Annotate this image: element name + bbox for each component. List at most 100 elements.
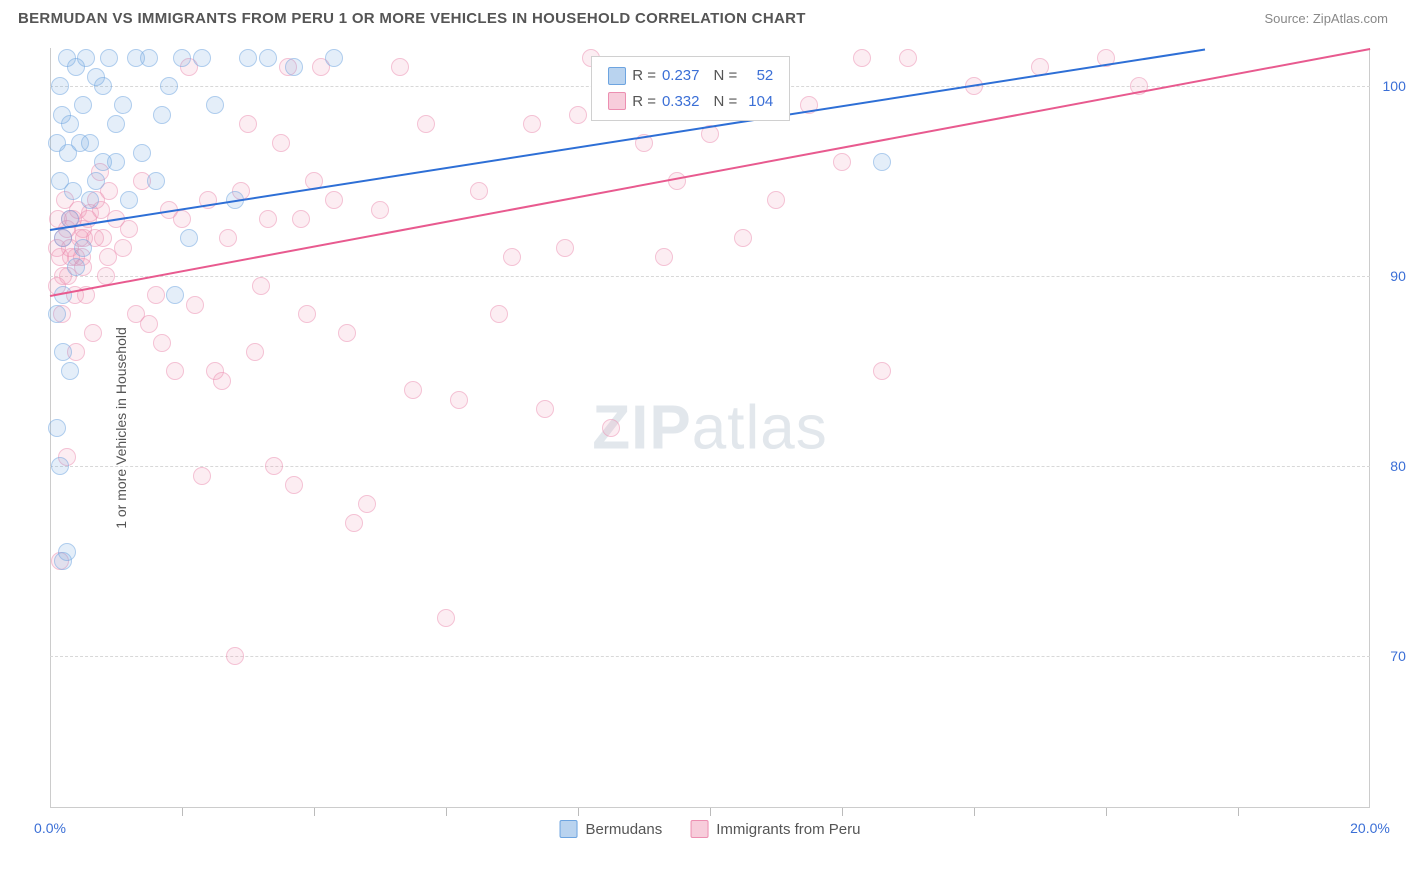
data-point-pink: [569, 106, 587, 124]
x-tick-label: 0.0%: [34, 820, 66, 836]
data-point-blue: [51, 77, 69, 95]
data-point-pink: [99, 248, 117, 266]
data-point-blue: [239, 49, 257, 67]
gridline-h: [50, 276, 1370, 277]
data-point-blue: [61, 362, 79, 380]
data-point-pink: [153, 334, 171, 352]
data-point-blue: [77, 49, 95, 67]
legend-r-label: R =: [632, 89, 656, 115]
data-point-pink: [186, 296, 204, 314]
data-point-blue: [87, 68, 105, 86]
data-point-blue: [58, 543, 76, 561]
data-point-pink: [602, 419, 620, 437]
data-point-pink: [833, 153, 851, 171]
swatch-blue-icon: [608, 67, 626, 85]
x-minor-tick: [578, 808, 579, 816]
data-point-pink: [668, 172, 686, 190]
data-point-pink: [219, 229, 237, 247]
x-minor-tick: [446, 808, 447, 816]
data-point-blue: [67, 258, 85, 276]
data-point-pink: [173, 210, 191, 228]
data-point-pink: [120, 220, 138, 238]
legend-r-pink: 0.332: [662, 89, 700, 115]
data-point-blue: [53, 106, 71, 124]
data-point-blue: [140, 49, 158, 67]
y-tick-label: 80.0%: [1390, 458, 1406, 474]
data-point-pink: [325, 191, 343, 209]
data-point-blue: [206, 96, 224, 114]
data-point-pink: [490, 305, 508, 323]
data-point-blue: [114, 96, 132, 114]
gridline-h: [50, 466, 1370, 467]
data-point-pink: [734, 229, 752, 247]
data-point-pink: [239, 115, 257, 133]
data-point-pink: [213, 372, 231, 390]
data-point-blue: [107, 115, 125, 133]
watermark-atlas: atlas: [692, 394, 828, 463]
data-point-pink: [292, 210, 310, 228]
data-point-pink: [246, 343, 264, 361]
data-point-blue: [74, 239, 92, 257]
bottom-legend-blue: Bermudans: [560, 820, 663, 838]
chart-source: Source: ZipAtlas.com: [1264, 11, 1388, 26]
data-point-blue: [64, 182, 82, 200]
data-point-blue: [873, 153, 891, 171]
data-point-blue: [87, 172, 105, 190]
swatch-pink-icon: [690, 820, 708, 838]
y-tick-label: 70.0%: [1390, 648, 1406, 664]
data-point-pink: [371, 201, 389, 219]
swatch-blue-icon: [560, 820, 578, 838]
chart-title: BERMUDAN VS IMMIGRANTS FROM PERU 1 OR MO…: [18, 10, 806, 27]
data-point-pink: [345, 514, 363, 532]
data-point-pink: [140, 315, 158, 333]
x-tick-label: 20.0%: [1350, 820, 1390, 836]
data-point-pink: [259, 210, 277, 228]
x-minor-tick: [1106, 808, 1107, 816]
data-point-pink: [298, 305, 316, 323]
bottom-legend: Bermudans Immigrants from Peru: [560, 820, 861, 838]
data-point-blue: [54, 229, 72, 247]
legend-n-label: N =: [714, 89, 738, 115]
data-point-pink: [265, 457, 283, 475]
data-point-pink: [84, 324, 102, 342]
data-point-blue: [147, 172, 165, 190]
plot-region: ZIPatlas 70.0%80.0%90.0%100.0%0.0%20.0%: [50, 48, 1370, 808]
chart-header: BERMUDAN VS IMMIGRANTS FROM PERU 1 OR MO…: [0, 0, 1406, 33]
data-point-pink: [252, 277, 270, 295]
data-point-pink: [166, 362, 184, 380]
data-point-pink: [285, 476, 303, 494]
data-point-blue: [54, 343, 72, 361]
data-point-blue: [193, 49, 211, 67]
legend-n-label: N =: [714, 63, 738, 89]
x-minor-tick: [710, 808, 711, 816]
data-point-blue: [48, 305, 66, 323]
data-point-blue: [94, 153, 112, 171]
legend-r-blue: 0.237: [662, 63, 700, 89]
swatch-pink-icon: [608, 92, 626, 110]
y-tick-label: 100.0%: [1383, 78, 1406, 94]
data-point-pink: [853, 49, 871, 67]
gridline-h: [50, 656, 1370, 657]
chart-area: 1 or more Vehicles in Household ZIPatlas…: [50, 48, 1370, 808]
stats-legend: R = 0.237 N = 52 R = 0.332 N = 104: [591, 56, 790, 121]
data-point-blue: [59, 144, 77, 162]
data-point-pink: [147, 286, 165, 304]
stats-legend-row-pink: R = 0.332 N = 104: [608, 89, 773, 115]
data-point-pink: [536, 400, 554, 418]
data-point-pink: [470, 182, 488, 200]
data-point-blue: [180, 229, 198, 247]
x-minor-tick: [314, 808, 315, 816]
stats-legend-row-blue: R = 0.237 N = 52: [608, 63, 773, 89]
data-point-pink: [417, 115, 435, 133]
x-minor-tick: [182, 808, 183, 816]
data-point-pink: [655, 248, 673, 266]
data-point-blue: [120, 191, 138, 209]
data-point-blue: [100, 49, 118, 67]
watermark: ZIPatlas: [592, 393, 827, 464]
data-point-blue: [51, 457, 69, 475]
bottom-legend-pink: Immigrants from Peru: [690, 820, 860, 838]
data-point-pink: [272, 134, 290, 152]
data-point-blue: [160, 77, 178, 95]
data-point-pink: [338, 324, 356, 342]
data-point-pink: [391, 58, 409, 76]
